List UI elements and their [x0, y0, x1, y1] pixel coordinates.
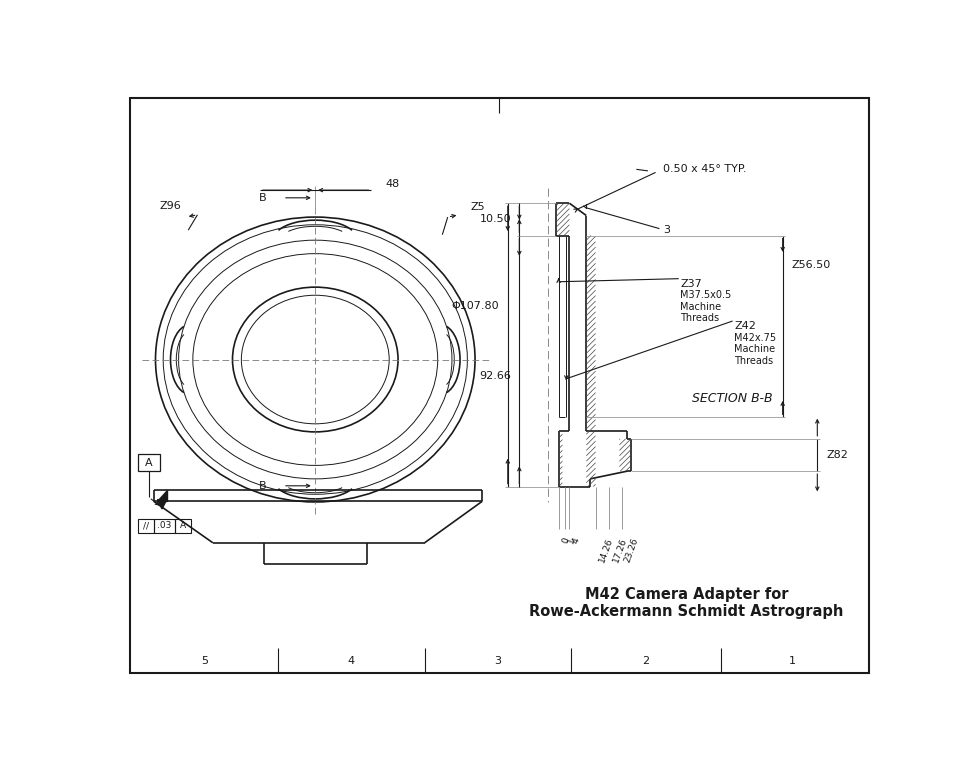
Text: 3: 3 [663, 225, 671, 235]
Text: //: // [143, 521, 149, 530]
Text: Ζ82: Ζ82 [827, 450, 848, 460]
Polygon shape [157, 491, 167, 501]
Text: M42 Camera Adapter for: M42 Camera Adapter for [585, 587, 788, 602]
Text: A: A [179, 521, 186, 530]
Text: 4: 4 [348, 655, 355, 665]
Text: Rowe-Ackermann Schmidt Astrograph: Rowe-Ackermann Schmidt Astrograph [529, 604, 843, 619]
Text: 14.26: 14.26 [598, 536, 615, 564]
Text: 48: 48 [385, 179, 400, 189]
Text: Ζ96: Ζ96 [160, 201, 181, 211]
Text: A: A [145, 458, 153, 468]
Text: 1: 1 [789, 655, 796, 665]
Text: Ζ42: Ζ42 [734, 321, 756, 331]
Text: M42x.75
Machine
Threads: M42x.75 Machine Threads [734, 333, 776, 365]
Text: .03: .03 [157, 521, 172, 530]
Text: 17.26: 17.26 [611, 536, 628, 564]
Polygon shape [157, 500, 167, 509]
Text: M37.5x0.5
Machine
Threads: M37.5x0.5 Machine Threads [681, 290, 731, 324]
Text: 2: 2 [643, 655, 649, 665]
Text: Ζ37: Ζ37 [681, 278, 702, 288]
Text: 1: 1 [566, 536, 577, 545]
Text: 0.50 x 45° TYP.: 0.50 x 45° TYP. [663, 163, 747, 173]
Text: 0: 0 [561, 536, 571, 545]
Text: Ζ5: Ζ5 [470, 202, 485, 212]
Bar [176, 519, 190, 533]
Text: 3: 3 [494, 655, 501, 665]
Text: Ζ56.50: Ζ56.50 [792, 260, 831, 270]
Text: 5: 5 [201, 655, 208, 665]
Text: B: B [259, 193, 267, 203]
Bar [154, 519, 176, 533]
Text: 23.26: 23.26 [623, 536, 641, 564]
Text: 10.50: 10.50 [480, 214, 512, 224]
Text: B: B [259, 481, 267, 491]
Bar [138, 519, 154, 533]
Text: Φ107.80: Φ107.80 [450, 301, 498, 311]
Text: 92.66: 92.66 [480, 372, 512, 382]
Text: SECTION B-B: SECTION B-B [692, 391, 773, 404]
Bar [138, 454, 160, 472]
Text: 4: 4 [571, 536, 581, 545]
